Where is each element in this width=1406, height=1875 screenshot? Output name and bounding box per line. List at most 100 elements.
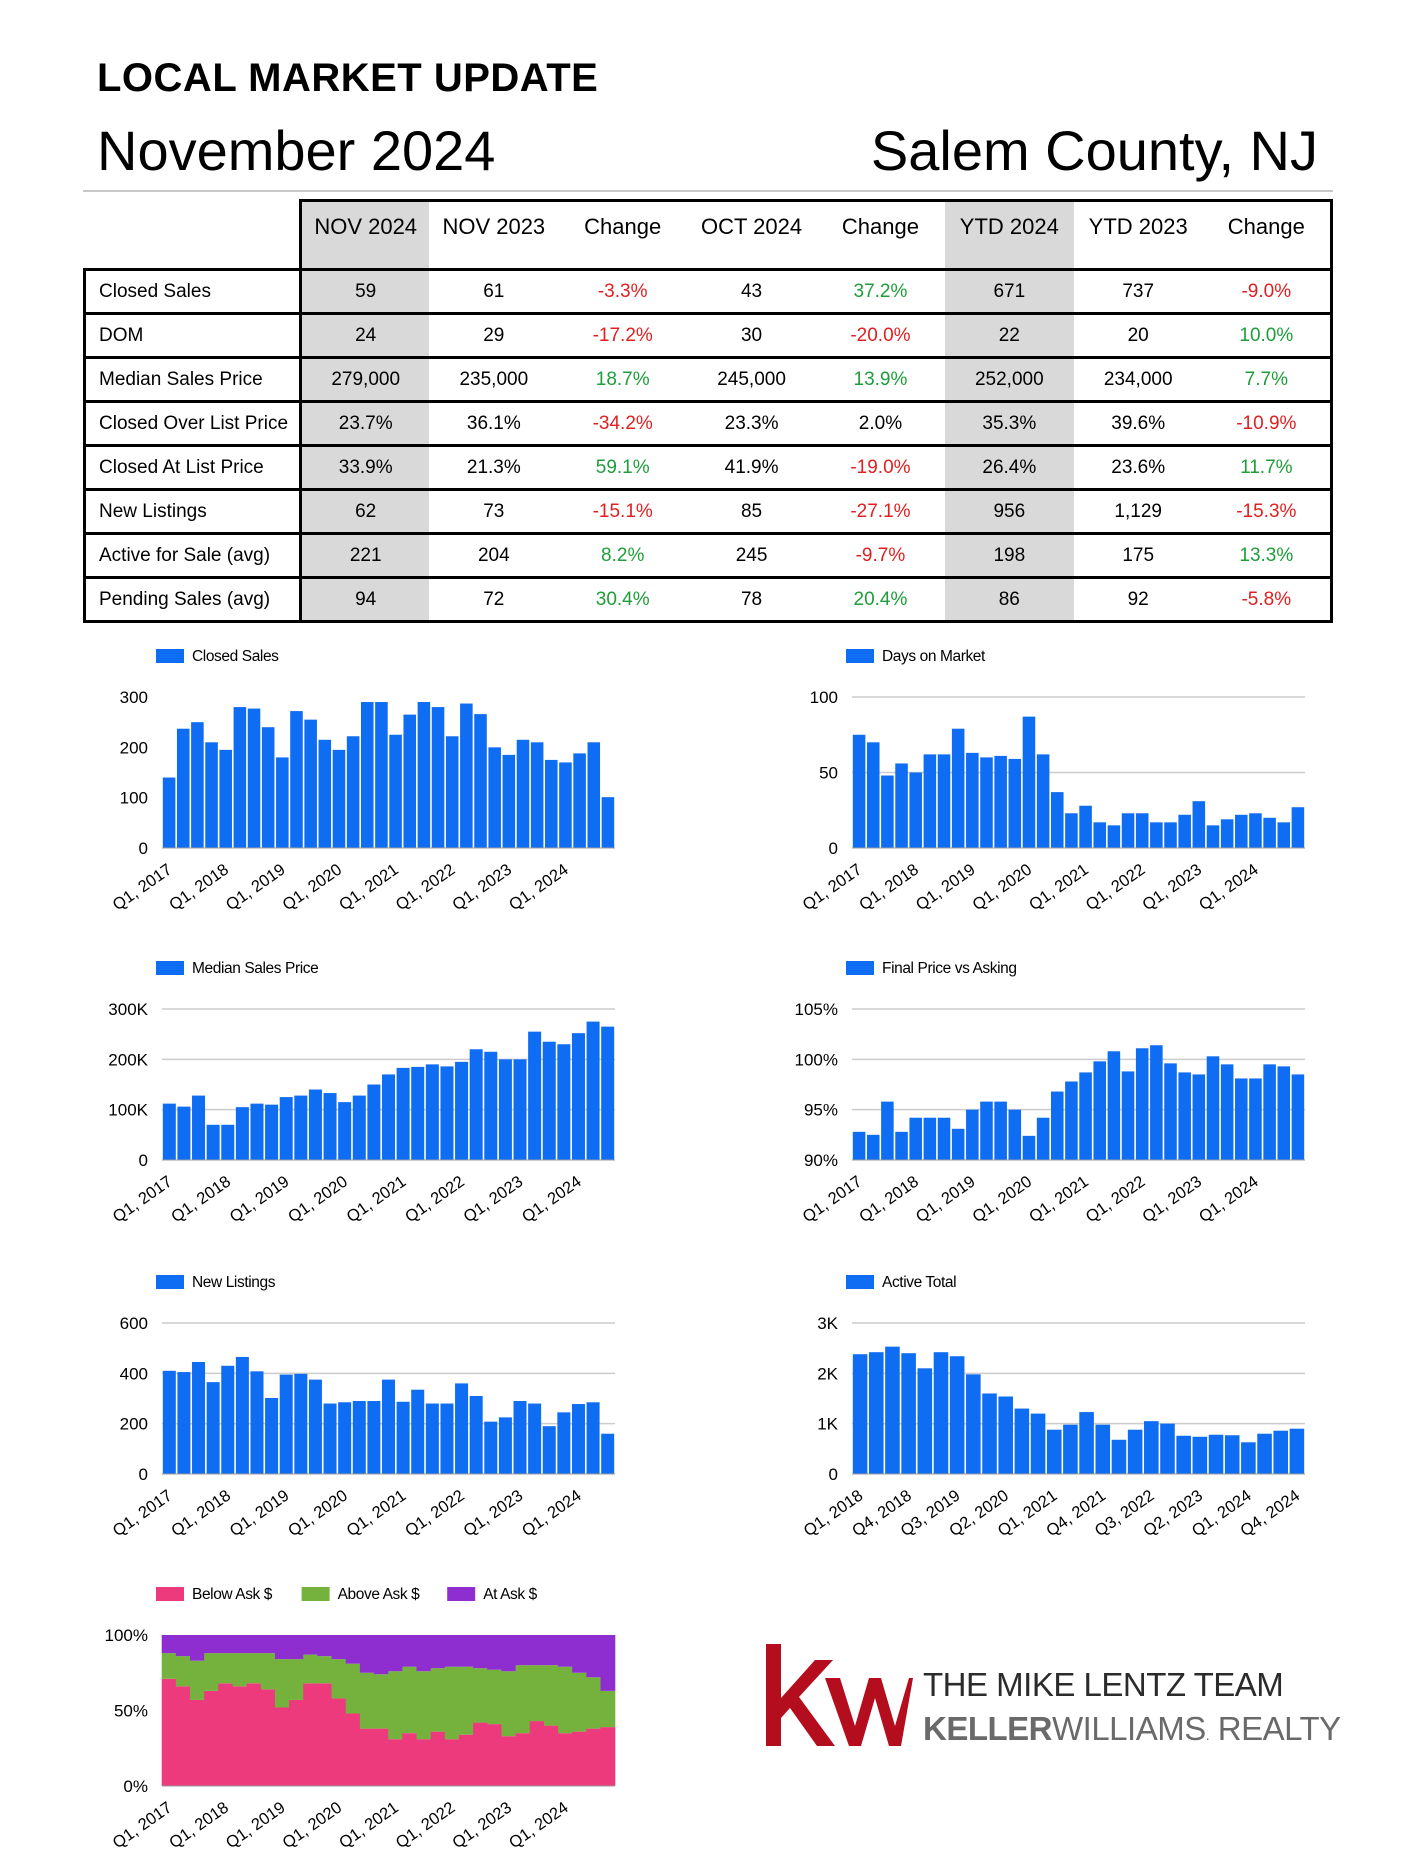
change-cell: -19.0%	[816, 444, 945, 490]
bar	[389, 734, 402, 848]
x-tick-label: Q1, 2021	[1026, 1173, 1092, 1227]
bar	[381, 1379, 396, 1474]
area-segment-above-ask	[190, 1660, 205, 1700]
bar	[469, 1049, 483, 1160]
value-cell: 279,000	[299, 356, 430, 402]
bar	[192, 1362, 206, 1474]
change-cell: 13.3%	[1202, 532, 1333, 578]
bar	[323, 1093, 337, 1160]
legend-label: Above Ask $	[338, 1586, 421, 1603]
value-cell: 35.3%	[944, 400, 1074, 446]
bar	[323, 1403, 337, 1474]
bar	[352, 1095, 366, 1160]
bar	[557, 1044, 571, 1160]
value-cell: 23.3%	[687, 400, 816, 446]
area-segment-at-ask	[515, 1635, 531, 1666]
value-cell: 198	[944, 532, 1074, 578]
bar	[484, 1051, 498, 1160]
x-tick-label: Q1, 2022	[1083, 1173, 1149, 1227]
bar	[559, 762, 572, 848]
bar	[498, 1417, 512, 1474]
bar	[542, 1041, 556, 1160]
bar	[498, 1059, 512, 1160]
y-tick-label: 50	[819, 764, 838, 783]
bar	[261, 727, 275, 848]
area-segment-at-ask	[529, 1635, 545, 1666]
x-tick-label: Q1, 2017	[799, 1173, 865, 1227]
row-label: Active for Sale (avg)	[83, 532, 302, 578]
area-segment-above-ask	[543, 1665, 559, 1726]
area-segment-below-ask	[515, 1733, 531, 1786]
bar	[1224, 1435, 1240, 1474]
area-segment-at-ask	[204, 1635, 219, 1654]
bar	[1036, 1117, 1050, 1160]
bar	[1014, 1408, 1030, 1474]
bar	[304, 719, 317, 848]
new-listings-chart: New Listings 0 200 400 600 Q1, 2017 Q1, 2018 Q1…	[90, 1266, 650, 1540]
value-cell: 33.9%	[299, 444, 430, 490]
area-segment-below-ask	[359, 1728, 375, 1786]
bar	[542, 1426, 556, 1474]
x-tick-label: Q1, 2023	[1139, 861, 1205, 915]
bar	[895, 763, 908, 848]
bar	[951, 728, 965, 848]
row-label: DOM	[83, 312, 302, 358]
bar	[937, 1117, 951, 1160]
y-tick-label: 0	[829, 1465, 838, 1484]
area-segment-above-ask	[161, 1653, 177, 1679]
col-header: NOV 2023	[429, 199, 559, 252]
legend-swatch	[301, 1587, 330, 1601]
x-tick-label: Q1, 2018	[168, 1487, 234, 1541]
bar	[221, 1365, 235, 1474]
bar	[1235, 814, 1248, 848]
area-segment-below-ask	[345, 1713, 361, 1786]
area-segment-at-ask	[161, 1635, 177, 1654]
bar	[1107, 825, 1121, 848]
bar	[587, 742, 601, 848]
value-cell: 30	[687, 312, 816, 358]
area-segment-below-ask	[402, 1733, 418, 1786]
value-cell: 1,129	[1073, 488, 1203, 534]
x-tick-label: Q1, 2022	[393, 1799, 459, 1853]
table-row: Closed Over List Price 23.7% 36.1% -34.2% 23…	[83, 400, 1333, 446]
value-cell: 23.6%	[1073, 444, 1203, 490]
bar	[1127, 1429, 1143, 1474]
area-segment-at-ask	[430, 1635, 446, 1669]
value-cell: 59	[299, 268, 430, 314]
bar	[1079, 805, 1092, 848]
col-header: NOV 2024	[299, 199, 430, 252]
y-tick-label: 300	[120, 688, 148, 707]
area-segment-above-ask	[175, 1656, 191, 1687]
bar	[1263, 817, 1276, 848]
bar	[162, 1370, 176, 1474]
area-segment-above-ask	[572, 1672, 587, 1732]
change-cell: 37.2%	[816, 268, 945, 314]
bar	[332, 749, 346, 848]
value-cell: 252,000	[944, 356, 1074, 402]
area-segment-at-ask	[473, 1635, 488, 1669]
value-cell: 85	[687, 488, 816, 534]
bar	[601, 1026, 615, 1160]
value-cell: 61	[429, 268, 559, 314]
bar	[425, 1403, 439, 1474]
legend-label: Below Ask $	[192, 1586, 273, 1603]
area-segment-at-ask	[303, 1635, 319, 1655]
y-tick-label: 90%	[804, 1151, 838, 1170]
change-cell: 11.7%	[1202, 444, 1333, 490]
bar	[502, 754, 516, 848]
legend-swatch	[156, 1275, 184, 1289]
bar	[1111, 1439, 1127, 1474]
bar	[909, 772, 922, 848]
bar	[279, 1097, 293, 1160]
col-header: Change	[816, 199, 945, 252]
area-segment-at-ask	[274, 1635, 290, 1660]
y-tick-label: 100K	[108, 1101, 148, 1120]
table-row: Active for Sale (avg) 221 204 8.2% 245 -9.7% 1…	[83, 532, 1333, 578]
bar	[1022, 1135, 1036, 1160]
area-segment-at-ask	[317, 1635, 333, 1657]
area-segment-below-ask	[204, 1690, 219, 1786]
bar	[866, 742, 880, 848]
row-label: New Listings	[83, 488, 302, 534]
bar	[868, 1352, 884, 1474]
col-header: YTD 2023	[1073, 199, 1203, 252]
